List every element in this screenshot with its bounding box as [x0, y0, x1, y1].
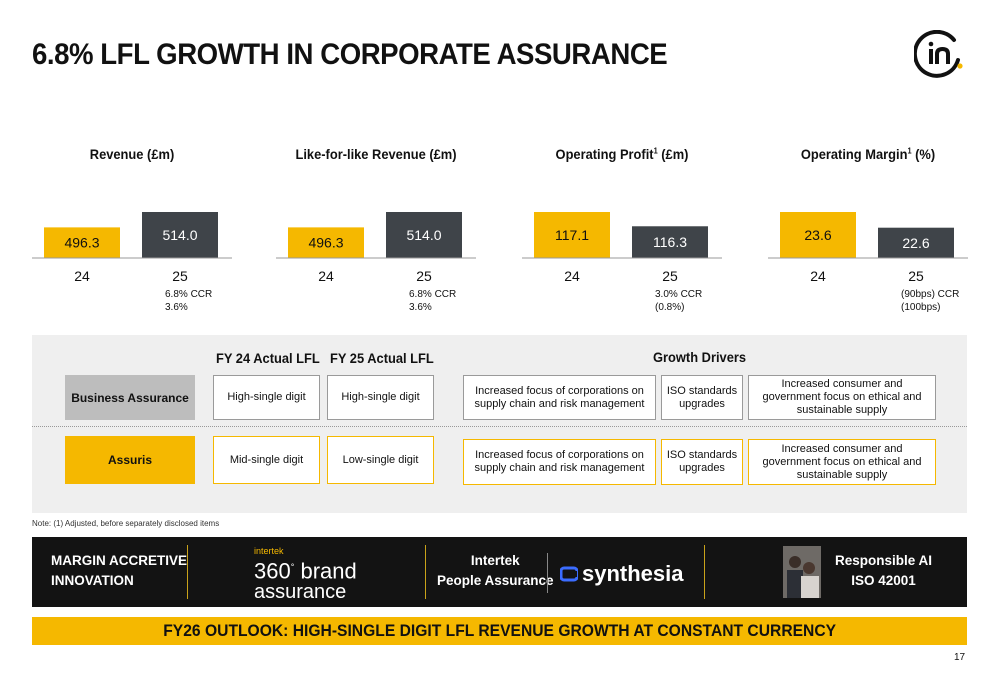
- row-divider: [32, 426, 967, 427]
- growth-actual: (0.8%): [655, 302, 685, 313]
- responsible-ai-label: Responsible AI ISO 42001: [835, 553, 933, 588]
- bar-value-label: 23.6: [804, 227, 831, 243]
- growth-actual: 3.6%: [165, 302, 188, 313]
- growth-ccr: 6.8% CCR: [409, 289, 457, 300]
- growth-ccr: 6.8% CCR: [165, 289, 213, 300]
- chart-operating-profit: Operating Profit1 (£m) 117.1 116.3 24 25 …: [522, 140, 722, 320]
- cell-driver: Increased focus of corporations on suppl…: [463, 375, 656, 420]
- bar-value-label: 496.3: [308, 235, 343, 251]
- growth-panel: [32, 335, 967, 513]
- cell-driver: Increased focus of corporations on suppl…: [463, 439, 656, 485]
- chart-title: Like-for-like Revenue (£m): [295, 146, 457, 162]
- chart-subtext: 3.0% CCR (0.8%): [655, 288, 702, 314]
- synthesia-logo: synthesia: [560, 561, 684, 587]
- bar-25: [142, 212, 218, 258]
- chart-operating-margin: Operating Margin1 (%) 23.6 22.6 24 25 (90…: [768, 140, 968, 320]
- footnote: Note: (1) Adjusted, before separately di…: [32, 519, 220, 528]
- cell-fy25: Low-single digit: [327, 436, 434, 484]
- cell-driver: Increased consumer and government focus …: [748, 439, 936, 485]
- header-fy25: FY 25 Actual LFL: [330, 350, 434, 366]
- page-title: 6.8% LFL GROWTH IN CORPORATE ASSURANCE: [32, 38, 668, 71]
- bar-24: [288, 227, 364, 258]
- cell-fy24: Mid-single digit: [213, 436, 320, 484]
- bar-24: [534, 212, 610, 258]
- chart-lfl-revenue: Like-for-like Revenue (£m) 496.3 514.0 24…: [276, 140, 476, 320]
- bar-25: [878, 227, 954, 258]
- people-photo: [783, 546, 821, 598]
- chart-subtext: 6.8% CCR 3.6%: [165, 288, 212, 314]
- people-assurance-label: Intertek People Assurance: [437, 553, 554, 588]
- chart-subtext: (90bps) CCR (100bps): [901, 288, 959, 314]
- chart-title: Operating Margin1 (%): [800, 146, 936, 162]
- chart-revenue: Revenue (£m) 496.3 514.0 24 25 6.8% CCR 3…: [32, 140, 232, 320]
- growth-actual: 3.6%: [409, 302, 432, 313]
- bar-value-label: 22.6: [902, 235, 929, 251]
- cell-driver: ISO standards upgrades: [661, 375, 743, 420]
- band-separator: [547, 553, 548, 593]
- synthesia-icon: [560, 566, 578, 582]
- brand-assurance-logo: intertek 360° brand assurance: [254, 546, 357, 604]
- bar-value-label: 117.1: [555, 227, 589, 243]
- category-label: 24: [564, 268, 580, 284]
- band-separator: [187, 545, 188, 599]
- band-separator: [425, 545, 426, 599]
- header-fy24: FY 24 Actual LFL: [216, 350, 320, 366]
- band-separator: [704, 545, 705, 599]
- category-label: 24: [810, 268, 826, 284]
- row-label-assuris: Assuris: [65, 436, 195, 484]
- category-label: 25: [908, 268, 924, 284]
- growth-ccr: 3.0% CCR: [655, 289, 703, 300]
- category-label: 25: [416, 268, 432, 284]
- bar-value-label: 116.3: [653, 234, 687, 250]
- bar-25: [632, 226, 708, 258]
- bar-value-label: 514.0: [162, 227, 197, 243]
- page-number: 17: [954, 652, 966, 663]
- chart-title: Revenue (£m): [89, 146, 175, 162]
- cell-fy25: High-single digit: [327, 375, 434, 420]
- category-label: 25: [172, 268, 188, 284]
- chart-subtext: 6.8% CCR 3.6%: [409, 288, 456, 314]
- bar-24: [44, 227, 120, 258]
- bar-24: [780, 212, 856, 258]
- fy26-outlook-banner: FY26 OUTLOOK: HIGH-SINGLE DIGIT LFL REVE…: [32, 617, 967, 645]
- intertek-logo: [914, 30, 963, 78]
- cell-driver: Increased consumer and government focus …: [748, 375, 936, 420]
- growth-ccr: (90bps) CCR: [901, 289, 960, 300]
- category-label: 24: [74, 268, 90, 284]
- category-label: 25: [662, 268, 678, 284]
- category-label: 24: [318, 268, 334, 284]
- innovation-band: MARGIN ACCRETIVE INNOVATION intertek 360…: [32, 537, 967, 607]
- row-label-business-assurance: Business Assurance: [65, 375, 195, 420]
- cell-fy24: High-single digit: [213, 375, 320, 420]
- cell-driver: ISO standards upgrades: [661, 439, 743, 485]
- chart-title: Operating Profit1 (£m): [555, 146, 689, 162]
- header-growth-drivers: Growth Drivers: [653, 349, 747, 365]
- margin-accretive-label: MARGIN ACCRETIVE INNOVATION: [51, 553, 188, 588]
- bar-value-label: 496.3: [64, 235, 99, 251]
- bar-25: [386, 212, 462, 258]
- growth-actual: (100bps): [901, 302, 941, 313]
- bar-value-label: 514.0: [406, 227, 441, 243]
